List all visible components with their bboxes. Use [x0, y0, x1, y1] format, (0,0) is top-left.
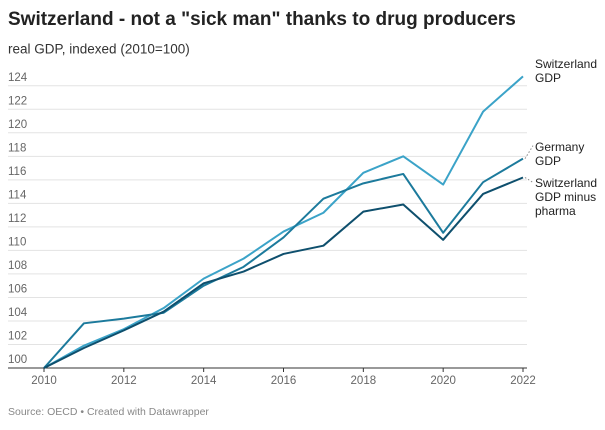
x-tick-label: 2012 [111, 375, 137, 387]
x-tick-label: 2014 [191, 375, 217, 387]
x-tick-label: 2018 [351, 375, 377, 387]
y-tick-label: 116 [8, 166, 26, 178]
y-tick-label: 102 [8, 331, 27, 343]
y-tick-label: 122 [8, 95, 27, 107]
series-line [43, 75, 524, 369]
y-tick-label: 108 [8, 260, 27, 272]
series-label: Germany GDP [535, 139, 585, 168]
source-note: Source: OECD • Created with Datawrapper [8, 406, 209, 418]
y-tick-label: 100 [8, 354, 27, 366]
y-tick-label: 106 [8, 283, 27, 295]
x-tick-label: 2020 [430, 375, 456, 387]
series-line [43, 176, 524, 369]
y-tick-label: 120 [8, 119, 27, 131]
y-tick-label: 114 [8, 189, 27, 201]
label-connector [524, 145, 534, 159]
series-label: Switzerland GDP [535, 57, 598, 86]
y-tick-label: 110 [8, 236, 26, 248]
y-tick-label: 118 [8, 142, 26, 154]
y-tick-label: 112 [8, 213, 26, 225]
series-label: Switzerland GDP minus pharma [535, 176, 598, 219]
x-tick-label: 2010 [31, 375, 57, 387]
chart-subtitle: real GDP, indexed (2010=100) [8, 42, 190, 57]
y-tick-label: 124 [8, 72, 28, 84]
x-tick-label: 2022 [510, 375, 536, 387]
y-tick-label: 104 [8, 307, 28, 319]
label-connector [524, 177, 534, 183]
x-tick-label: 2016 [271, 375, 297, 387]
chart-title: Switzerland - not a "sick man" thanks to… [8, 9, 516, 30]
series-line [43, 157, 524, 369]
